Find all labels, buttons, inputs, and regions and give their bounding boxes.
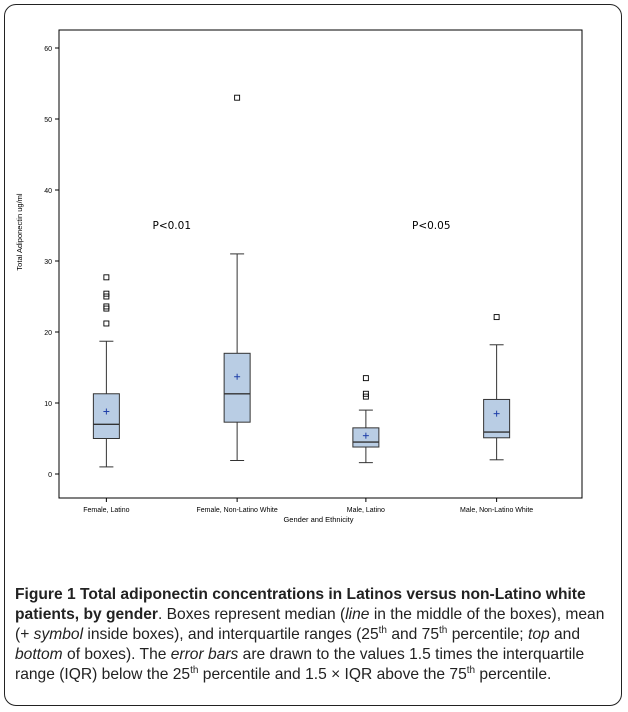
- caption-superscript: th: [378, 624, 387, 636]
- outlier-point: [362, 375, 369, 382]
- outlier-point: [493, 314, 500, 321]
- caption-emphasis: bottom: [15, 646, 63, 663]
- caption-text: percentile.: [475, 666, 552, 683]
- figure-frame: [4, 4, 622, 706]
- caption-text: . Boxes represent median (: [157, 606, 346, 623]
- caption-emphasis: top: [527, 626, 550, 643]
- caption-emphasis: symbol: [33, 626, 84, 643]
- caption-emphasis: line: [345, 606, 370, 623]
- outlier-point: [103, 274, 110, 281]
- caption-emphasis: error bars: [170, 646, 239, 663]
- outlier-point: [234, 94, 241, 101]
- x-tick-label: Male, Non-Latino White: [460, 507, 533, 514]
- x-tick-label: Female, Non-Latino White: [196, 507, 277, 514]
- p-value-annotation: P<0.01: [152, 220, 191, 232]
- y-tick-label: 60: [44, 46, 52, 53]
- caption-superscript: th: [439, 624, 448, 636]
- caption-text: inside boxes), and interquartile ranges …: [83, 626, 379, 643]
- caption-text: and 75: [386, 626, 440, 643]
- iqr-box: [483, 398, 511, 439]
- iqr-box: [223, 352, 251, 423]
- caption-superscript: th: [466, 664, 476, 676]
- x-tick-label: Male, Latino: [347, 507, 385, 514]
- figure-caption: Figure 1 Total adiponectin concentration…: [15, 585, 612, 685]
- boxplot-chart: 0 10 20 30 40 50 60 Total Adiponectin ug/ml Fema…: [15, 29, 583, 524]
- caption-text: of boxes). The: [62, 646, 171, 663]
- y-tick-label: 50: [44, 117, 52, 124]
- caption-text: are drawn to the values 1.5 times the in…: [15, 646, 585, 683]
- y-axis-label: Total Adiponectin ug/ml: [15, 193, 24, 270]
- outlier-point: [103, 320, 110, 327]
- y-tick-label: 40: [44, 188, 52, 195]
- y-tick-label: 10: [44, 401, 52, 408]
- p-value-annotation: P<0.05: [412, 220, 451, 232]
- y-tick-label: 30: [44, 259, 52, 266]
- y-tick-label: 0: [48, 472, 52, 479]
- outlier-point: [362, 390, 369, 397]
- caption-text: percentile and 1.5 × IQR above the 75: [198, 666, 467, 683]
- caption-text: percentile;: [447, 626, 528, 643]
- outlier-point: [103, 290, 110, 297]
- caption-superscript: th: [190, 664, 199, 676]
- caption-title: Figure 1 Total adiponectin concentration…: [15, 586, 586, 623]
- plot-area-border: [58, 29, 583, 499]
- x-tick-label: Female, Latino: [83, 507, 129, 514]
- caption-text: in the middle of the boxes), mean (+: [15, 606, 605, 643]
- caption-text: and: [549, 626, 581, 643]
- y-tick-label: 20: [44, 330, 52, 337]
- outlier-point: [103, 303, 110, 310]
- x-axis-label: Gender and Ethnicity: [283, 515, 353, 524]
- iqr-box: [92, 393, 120, 439]
